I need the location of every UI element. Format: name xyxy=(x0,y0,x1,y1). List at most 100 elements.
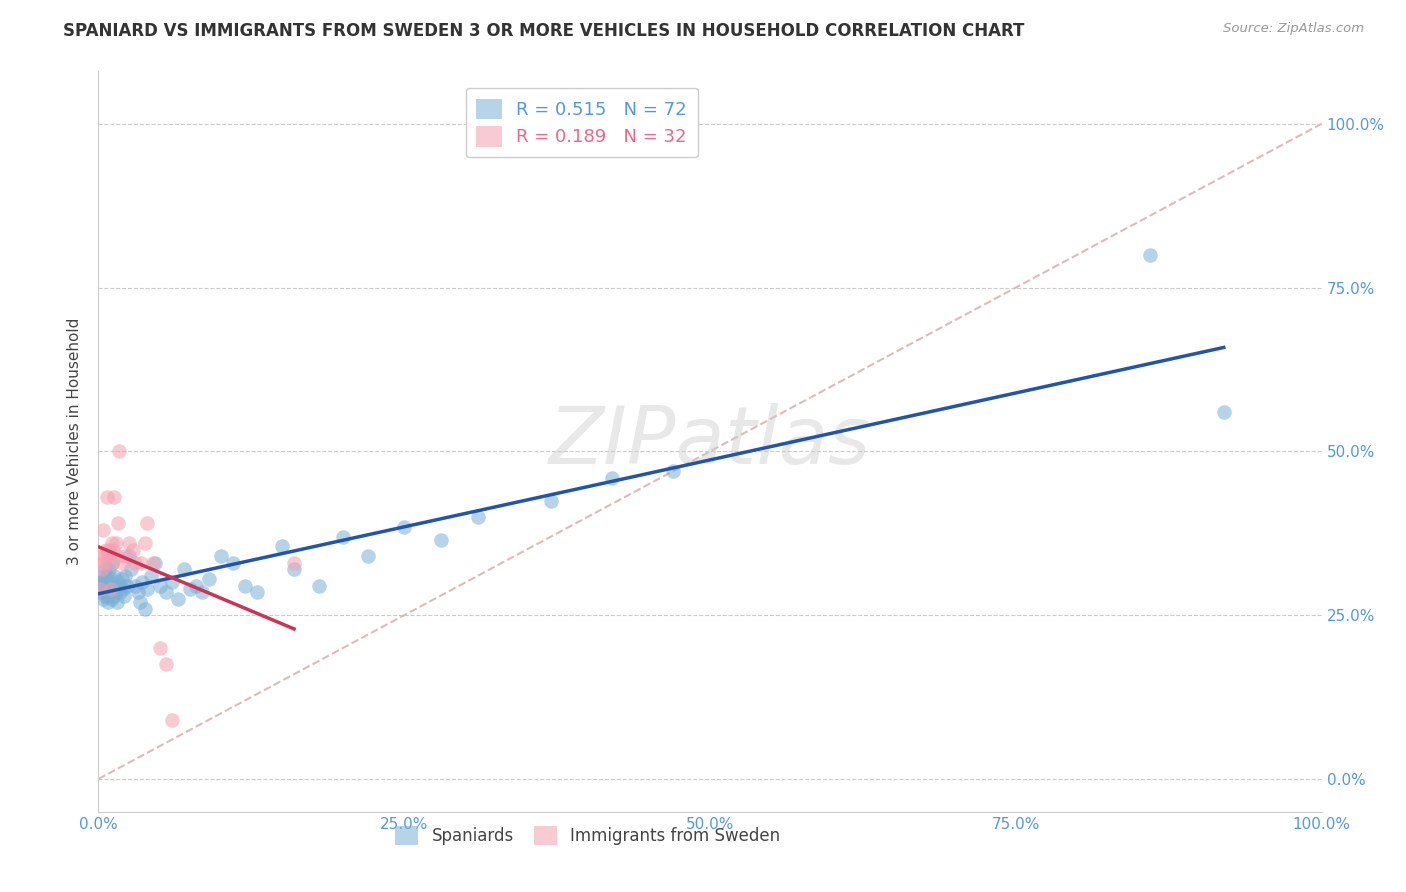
Point xyxy=(356,549,378,564)
Point xyxy=(101,556,124,570)
Legend: Spaniards, Immigrants from Sweden: Spaniards, Immigrants from Sweden xyxy=(385,816,790,855)
Point xyxy=(129,556,152,570)
Point xyxy=(124,579,146,593)
Point xyxy=(430,533,453,547)
Point xyxy=(107,575,129,590)
Point xyxy=(160,575,183,590)
Point xyxy=(134,601,156,615)
Point xyxy=(186,579,208,593)
Point xyxy=(96,569,118,583)
Point xyxy=(101,542,124,557)
Text: Source: ZipAtlas.com: Source: ZipAtlas.com xyxy=(1223,22,1364,36)
Point xyxy=(101,536,124,550)
Point xyxy=(222,556,245,570)
Point xyxy=(108,444,131,458)
Point xyxy=(91,591,114,606)
Point xyxy=(149,640,172,655)
Point xyxy=(118,536,141,550)
Point xyxy=(270,540,294,554)
Point xyxy=(100,582,122,596)
Point xyxy=(93,549,115,564)
Point xyxy=(111,572,134,586)
Point xyxy=(96,490,118,504)
Text: SPANIARD VS IMMIGRANTS FROM SWEDEN 3 OR MORE VEHICLES IN HOUSEHOLD CORRELATION C: SPANIARD VS IMMIGRANTS FROM SWEDEN 3 OR … xyxy=(63,22,1025,40)
Point xyxy=(101,589,124,603)
Point xyxy=(103,569,125,583)
Point xyxy=(97,595,120,609)
Point xyxy=(91,569,114,583)
Point xyxy=(283,556,305,570)
Point xyxy=(120,562,142,576)
Point xyxy=(142,556,165,570)
Point xyxy=(89,579,111,593)
Point xyxy=(96,589,118,603)
Point xyxy=(90,549,112,564)
Point xyxy=(191,585,214,599)
Point xyxy=(94,542,117,557)
Point xyxy=(91,523,114,537)
Point xyxy=(540,493,562,508)
Point xyxy=(100,582,122,596)
Point xyxy=(108,579,131,593)
Point xyxy=(1212,405,1234,419)
Point xyxy=(134,536,156,550)
Point xyxy=(246,585,269,599)
Point xyxy=(143,556,166,570)
Point xyxy=(90,575,112,590)
Point xyxy=(129,595,152,609)
Point xyxy=(1139,248,1161,262)
Point xyxy=(155,585,177,599)
Point xyxy=(98,579,121,593)
Point xyxy=(114,569,136,583)
Point xyxy=(139,569,162,583)
Point xyxy=(98,562,121,576)
Point xyxy=(283,562,305,576)
Point xyxy=(209,549,232,564)
Point xyxy=(91,562,114,576)
Point xyxy=(308,579,330,593)
Point xyxy=(131,575,153,590)
Point xyxy=(111,582,134,596)
Point xyxy=(136,516,159,531)
Point xyxy=(149,579,172,593)
Point xyxy=(93,562,115,576)
Point xyxy=(173,562,195,576)
Point xyxy=(392,519,416,533)
Point xyxy=(110,585,132,599)
Point xyxy=(121,542,143,557)
Point xyxy=(89,582,111,596)
Point xyxy=(112,589,135,603)
Point xyxy=(98,542,121,557)
Point xyxy=(91,556,114,570)
Point xyxy=(101,556,124,570)
Point xyxy=(104,536,127,550)
Point xyxy=(93,589,115,603)
Point xyxy=(105,595,128,609)
Point xyxy=(233,579,256,593)
Point xyxy=(97,549,120,564)
Point xyxy=(118,549,141,564)
Point xyxy=(100,572,122,586)
Point xyxy=(662,464,685,478)
Point xyxy=(107,516,129,531)
Point xyxy=(124,556,146,570)
Text: ZIPatlas: ZIPatlas xyxy=(548,402,872,481)
Point xyxy=(127,585,149,599)
Point xyxy=(105,549,128,564)
Point xyxy=(197,572,219,586)
Point xyxy=(600,470,623,484)
Point xyxy=(96,579,118,593)
Point xyxy=(101,591,124,606)
Point xyxy=(91,579,114,593)
Point xyxy=(332,530,354,544)
Point xyxy=(111,556,134,570)
Point xyxy=(97,575,120,590)
Point xyxy=(179,582,201,596)
Point xyxy=(91,585,114,599)
Point xyxy=(101,579,124,593)
Y-axis label: 3 or more Vehicles in Household: 3 or more Vehicles in Household xyxy=(67,318,83,566)
Point xyxy=(136,582,159,596)
Point xyxy=(467,509,489,524)
Point xyxy=(167,591,190,606)
Point xyxy=(103,490,125,504)
